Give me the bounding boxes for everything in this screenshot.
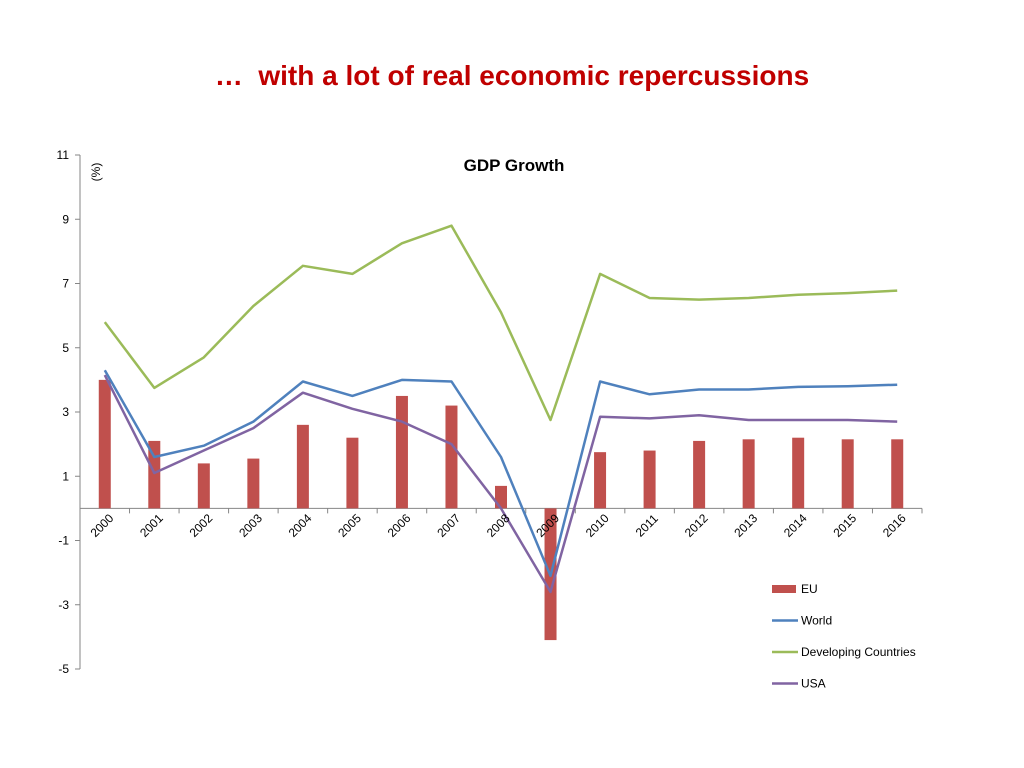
- line-developing-countries: [103, 224, 898, 422]
- bar-eu-2010: [594, 452, 607, 509]
- legend-label-developing-countries: Developing Countries: [801, 645, 916, 659]
- y-tick-labels: 11 9 7 5 3 1 -1 -3 -5: [57, 148, 70, 676]
- x-tick-label: 2008: [484, 511, 513, 540]
- x-tick-label: 2011: [633, 511, 661, 539]
- chart-legend: EU World Developing Countries USA: [772, 582, 916, 691]
- bar-eu-2003: [247, 458, 260, 509]
- chart-title: GDP Growth: [464, 156, 565, 175]
- x-tick-label: 2016: [880, 511, 909, 540]
- y-tick-label: -1: [58, 534, 69, 548]
- bar-eu-2012: [693, 440, 706, 509]
- y-tick-label: 1: [62, 469, 69, 483]
- bar-eu-2006: [395, 395, 408, 509]
- y-tick-label: -3: [58, 598, 69, 612]
- bar-eu-2004: [296, 424, 309, 509]
- bar-eu-2005: [346, 437, 359, 509]
- x-tick-label: 2010: [583, 511, 612, 540]
- x-tick-label: 2013: [731, 511, 760, 540]
- x-tick-label: 2000: [88, 511, 117, 540]
- legend-swatch-eu: [772, 585, 796, 593]
- bar-eu-2008: [495, 485, 507, 509]
- line-usa: [103, 374, 898, 594]
- bar-eu-2013: [742, 439, 755, 509]
- x-tick-label: 2004: [286, 511, 315, 540]
- bar-eu-2000: [98, 379, 111, 509]
- x-tick-label: 2002: [187, 511, 216, 540]
- y-tick-label: 5: [62, 341, 69, 355]
- x-tick-label: 2014: [781, 511, 810, 540]
- x-tick-label: 2006: [385, 511, 414, 540]
- slide-title: … with a lot of real economic repercussi…: [214, 60, 810, 91]
- line-series: [103, 224, 898, 594]
- y-tick-label: 9: [62, 212, 69, 226]
- x-tick-label: 2003: [236, 511, 265, 540]
- bar-eu-2007: [445, 405, 458, 509]
- x-tick-label: 2001: [137, 511, 166, 540]
- bar-eu-2016: [891, 439, 904, 509]
- legend-label-world: World: [801, 614, 832, 628]
- legend-label-usa: USA: [801, 677, 826, 691]
- x-tick-label: 2015: [830, 511, 859, 540]
- x-tick-label: 2012: [682, 511, 711, 540]
- bar-eu-2001: [148, 440, 161, 509]
- y-tick-label: 11: [57, 148, 70, 162]
- bar-series-eu: [98, 379, 904, 641]
- x-tick-labels: 2000 2001 2002 2003 2004 2005 2006 2007 2008 2009…: [88, 511, 909, 540]
- y-tick-label: 3: [62, 405, 69, 419]
- y-tick-label: 7: [62, 277, 69, 291]
- bar-eu-2014: [792, 437, 805, 509]
- x-tick-label: 2007: [434, 511, 463, 540]
- legend-label-eu: EU: [801, 582, 818, 596]
- bar-eu-2011: [643, 450, 656, 509]
- bar-eu-2015: [841, 439, 854, 509]
- y-tick-label: -5: [58, 662, 69, 676]
- bar-eu-2002: [197, 463, 210, 509]
- line-world: [103, 369, 898, 578]
- x-tick-label: 2005: [335, 511, 364, 540]
- y-axis-label: (%): [89, 163, 103, 182]
